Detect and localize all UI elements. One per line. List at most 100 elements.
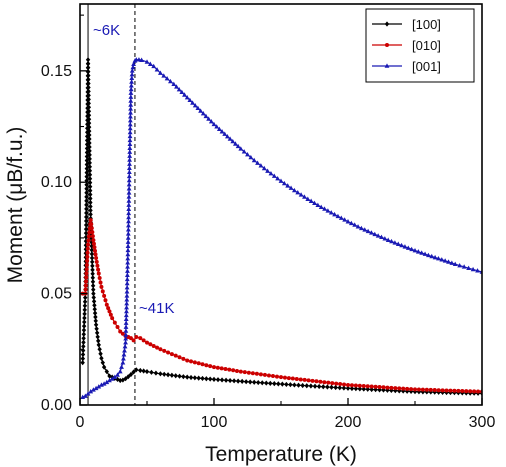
data-point [365,228,371,234]
data-point [125,268,130,273]
data-point [127,133,133,139]
data-point [87,144,92,150]
data-point [124,304,129,310]
data-point [171,81,177,86]
data-point [90,275,96,281]
data-point [125,251,131,257]
legend-marker [385,43,389,47]
data-point [118,377,123,384]
data-point [169,372,175,378]
data-point [124,297,130,302]
data-point [124,280,130,286]
data-point [168,78,173,84]
data-point [80,360,85,366]
data-point [100,360,105,366]
data-point [85,246,90,251]
data-point [314,379,319,384]
data-point [88,203,93,210]
series-2 [80,57,482,400]
data-point [203,113,209,119]
data-point [97,346,102,352]
data-point [346,382,350,387]
data-point [128,114,133,119]
data-point [126,190,132,195]
data-point [415,249,421,254]
data-point [96,271,101,276]
data-point [128,106,134,111]
data-point [84,263,89,268]
data-point [104,379,110,385]
data-point [308,198,314,203]
data-point [461,264,467,269]
data-point [179,89,185,95]
data-point [126,374,131,380]
data-point [86,92,91,98]
data-point [335,213,341,219]
data-point [127,125,133,131]
data-point [128,98,134,103]
data-point [87,187,93,194]
series-line-0 [82,59,482,395]
data-point [129,68,135,73]
data-point [93,314,98,320]
data-point [83,295,88,301]
data-point [84,267,89,272]
data-point [104,302,109,307]
data-point [126,198,132,203]
data-point [90,234,95,239]
data-point [83,222,89,228]
data-point [125,227,131,232]
data-point [326,380,331,385]
data-point [345,219,351,224]
data-point [90,283,96,289]
data-point [126,173,132,179]
x-tick-label: 200 [335,414,362,431]
data-point [230,138,236,144]
data-point [271,173,277,178]
legend-item: [010] [372,38,441,53]
data-point [276,381,281,387]
data-point [84,271,89,276]
data-point [93,322,99,328]
data-point [123,320,129,325]
data-point [82,299,88,305]
data-point [88,211,93,217]
data-point [128,371,134,378]
data-point [174,84,179,89]
data-point [82,307,87,313]
data-point [225,133,230,139]
data-point [432,388,437,393]
data-point [86,108,92,114]
data-point [87,128,92,134]
data-point [101,364,107,370]
data-point [87,184,93,190]
data-point [439,257,445,262]
data-point [90,267,95,273]
data-point [329,384,334,390]
data-point [268,380,273,386]
data-point [361,383,366,388]
data-point [85,250,90,255]
data-point [134,335,139,340]
data-point [125,264,130,269]
data-point [96,267,101,272]
data-point [349,383,354,388]
data-point [129,71,135,77]
data-point [86,84,91,91]
data-point [304,383,309,389]
data-point [227,377,233,384]
data-point [82,311,87,317]
data-point [177,355,182,360]
series-0 [80,57,482,397]
data-point [192,102,198,108]
legend-item: [100] [372,17,441,32]
data-point [282,375,287,380]
data-point [125,256,131,261]
data-point [141,368,146,374]
data-point [94,259,99,264]
data-point [452,388,457,393]
data-point [147,61,153,66]
data-point [138,336,143,341]
data-point [87,168,93,174]
